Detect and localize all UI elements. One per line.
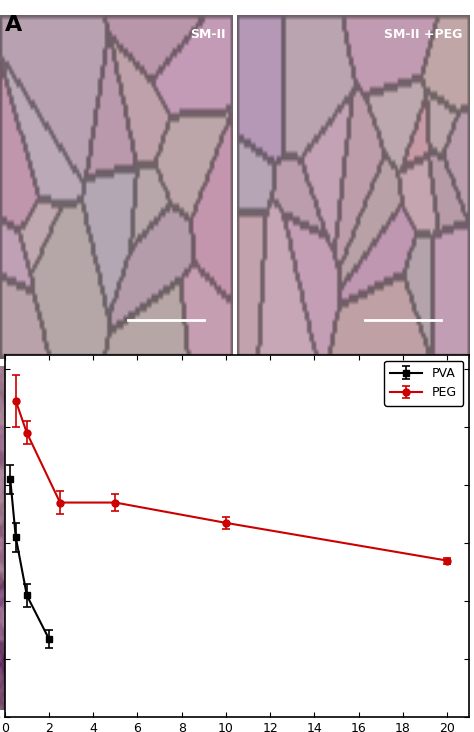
Text: n: n	[372, 676, 379, 686]
Text: SM-II +PVA: SM-II +PVA	[147, 380, 225, 393]
Text: OH: OH	[312, 559, 329, 569]
Text: SM-II: SM-II	[190, 29, 225, 42]
Text: n: n	[372, 538, 379, 548]
Text: A: A	[5, 15, 22, 34]
Text: O: O	[335, 604, 344, 613]
Text: PVA: PVA	[404, 490, 431, 504]
Text: PEG: PEG	[404, 627, 432, 641]
Legend: PVA, PEG: PVA, PEG	[384, 361, 463, 406]
Text: SM-II +PEG: SM-II +PEG	[384, 29, 462, 42]
